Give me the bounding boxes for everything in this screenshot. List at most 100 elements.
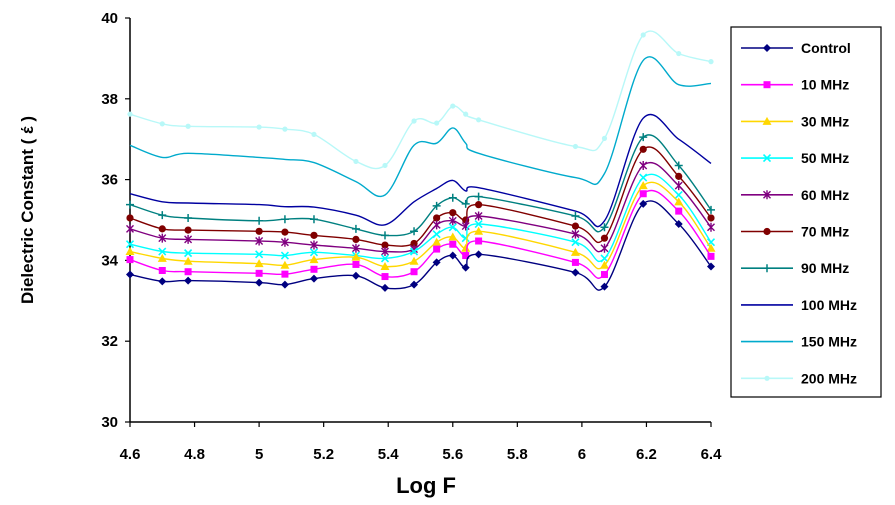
series-line bbox=[129, 181, 712, 270]
series-line bbox=[129, 30, 712, 170]
data-point bbox=[474, 211, 483, 221]
data-point bbox=[184, 276, 193, 285]
data-point bbox=[310, 231, 318, 239]
y-tick-label: 36 bbox=[101, 172, 118, 189]
series-control bbox=[126, 199, 715, 292]
data-point bbox=[449, 240, 457, 248]
data-point bbox=[255, 236, 264, 246]
legend-item: 60 MHz bbox=[741, 187, 849, 203]
legend-label: 70 MHz bbox=[801, 224, 849, 240]
data-point bbox=[255, 269, 263, 277]
data-point bbox=[600, 282, 609, 291]
data-point bbox=[639, 190, 647, 198]
data-point bbox=[281, 228, 289, 236]
data-point bbox=[599, 260, 609, 269]
data-point bbox=[351, 271, 360, 280]
data-point bbox=[352, 235, 360, 243]
data-point bbox=[432, 230, 441, 239]
data-point bbox=[600, 271, 608, 279]
data-point bbox=[126, 200, 134, 209]
legend-item: Control bbox=[741, 40, 851, 56]
data-point bbox=[280, 215, 289, 224]
data-point bbox=[474, 226, 484, 235]
x-tick-label: 5.6 bbox=[442, 446, 463, 463]
series-10-mhz bbox=[126, 189, 715, 281]
legend-label: 200 MHz bbox=[801, 370, 857, 386]
data-point bbox=[380, 261, 390, 270]
data-point bbox=[351, 224, 360, 233]
y-tick-label: 38 bbox=[101, 91, 118, 108]
legend-marker bbox=[763, 44, 771, 52]
data-point bbox=[126, 224, 134, 234]
data-point bbox=[639, 173, 648, 182]
data-point bbox=[184, 213, 193, 222]
legend-marker bbox=[763, 190, 771, 200]
data-point bbox=[708, 59, 714, 65]
data-point bbox=[309, 248, 319, 257]
series-100-mhz bbox=[129, 113, 712, 228]
data-point bbox=[256, 124, 262, 130]
x-axis-ticks: 4.6 4.8 5 5.2 5.4 5.6 5.8 6 6.2 6.4 bbox=[120, 422, 722, 463]
data-point bbox=[185, 123, 191, 129]
data-point bbox=[474, 250, 483, 259]
data-point bbox=[449, 209, 457, 217]
legend-item: 90 MHz bbox=[741, 260, 849, 276]
data-point bbox=[707, 214, 715, 222]
data-point bbox=[639, 199, 648, 208]
series-line bbox=[129, 56, 712, 198]
series-30-mhz bbox=[125, 181, 716, 270]
data-point bbox=[410, 239, 418, 248]
data-point bbox=[675, 172, 683, 180]
data-point bbox=[382, 162, 388, 169]
data-point bbox=[282, 126, 288, 132]
data-point bbox=[309, 215, 318, 224]
series-70-mhz bbox=[126, 145, 715, 249]
data-point bbox=[255, 216, 264, 225]
data-point bbox=[353, 158, 359, 165]
data-point bbox=[600, 254, 609, 263]
data-point bbox=[255, 250, 264, 259]
data-point bbox=[571, 211, 580, 220]
data-point bbox=[448, 232, 458, 241]
data-point bbox=[433, 214, 441, 222]
x-tick-label: 6 bbox=[578, 446, 586, 463]
legend-label: 10 MHz bbox=[801, 77, 849, 93]
y-tick-label: 40 bbox=[101, 10, 118, 27]
data-point bbox=[675, 207, 683, 215]
legend-marker bbox=[762, 116, 772, 125]
series-line bbox=[129, 189, 712, 279]
series-line bbox=[129, 173, 712, 262]
x-axis-title: Log F bbox=[396, 473, 456, 498]
data-point bbox=[126, 270, 134, 279]
data-point bbox=[600, 243, 609, 253]
data-point bbox=[432, 220, 441, 230]
data-point bbox=[184, 234, 193, 244]
legend-marker bbox=[764, 375, 770, 381]
data-point bbox=[674, 161, 683, 170]
data-point bbox=[600, 234, 609, 242]
series-line bbox=[129, 134, 712, 237]
data-point bbox=[280, 280, 289, 289]
data-point bbox=[571, 238, 580, 247]
data-point bbox=[432, 237, 442, 246]
x-tick-label: 5 bbox=[255, 446, 263, 463]
data-point bbox=[448, 216, 457, 226]
data-point bbox=[184, 249, 193, 258]
data-point bbox=[462, 252, 470, 260]
data-point bbox=[674, 220, 683, 229]
legend-label: 100 MHz bbox=[801, 297, 857, 313]
legend-label: 30 MHz bbox=[801, 113, 849, 129]
data-point bbox=[433, 245, 441, 253]
data-point bbox=[158, 277, 167, 286]
legend-label: 90 MHz bbox=[801, 260, 849, 276]
series-line bbox=[129, 146, 712, 247]
data-point bbox=[674, 197, 684, 206]
data-point bbox=[474, 219, 483, 229]
data-point bbox=[158, 267, 166, 274]
data-point bbox=[707, 222, 715, 232]
x-tick-label: 4.8 bbox=[184, 446, 205, 463]
data-point bbox=[676, 50, 682, 57]
data-point bbox=[410, 280, 419, 289]
data-point bbox=[474, 192, 483, 201]
